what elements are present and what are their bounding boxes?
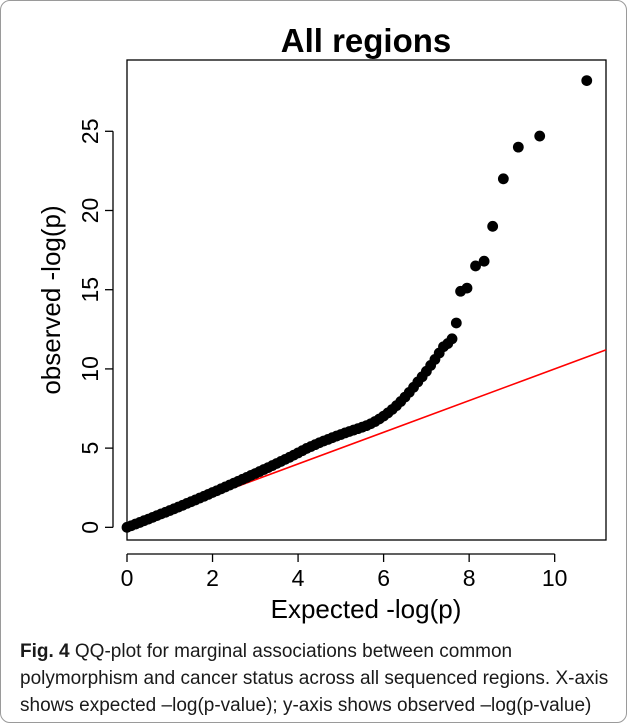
data-point [581,75,593,86]
y-tick-label: 15 [77,277,103,303]
y-tick-label: 5 [77,442,103,455]
data-point [478,255,490,267]
x-tick-label: 8 [463,565,476,591]
plot-area-frame [126,59,607,541]
y-tick-label: 10 [77,356,103,382]
data-point [534,130,546,142]
caption-text: QQ-plot for marginal associations betwee… [20,641,609,716]
x-tick-label: 6 [377,565,390,591]
data-point [470,260,481,272]
qq-plot: All regions 0 2 4 6 8 10 0 5 10 15 20 25 Expected … [36,22,607,624]
x-axis-label: Expected -log(p) [271,594,462,624]
x-tick-label: 2 [206,565,219,591]
data-point [497,173,509,185]
data-point [512,141,524,153]
data-point [446,333,458,345]
y-axis-label: observed -log(p) [36,205,66,394]
caption-label: Fig. 4 [20,641,70,662]
y-tick-label: 20 [77,198,103,224]
data-point [461,282,473,294]
y-tick-label: 0 [77,521,103,534]
chart-title: All regions [281,22,452,59]
data-point [487,220,499,232]
x-tick-label: 10 [542,565,568,591]
x-tick-label: 4 [292,565,305,591]
data-point [450,317,462,329]
figure-caption: Fig. 4 QQ-plot for marginal associations… [20,638,620,719]
x-tick-label: 0 [121,565,134,591]
y-tick-label: 25 [77,118,103,144]
